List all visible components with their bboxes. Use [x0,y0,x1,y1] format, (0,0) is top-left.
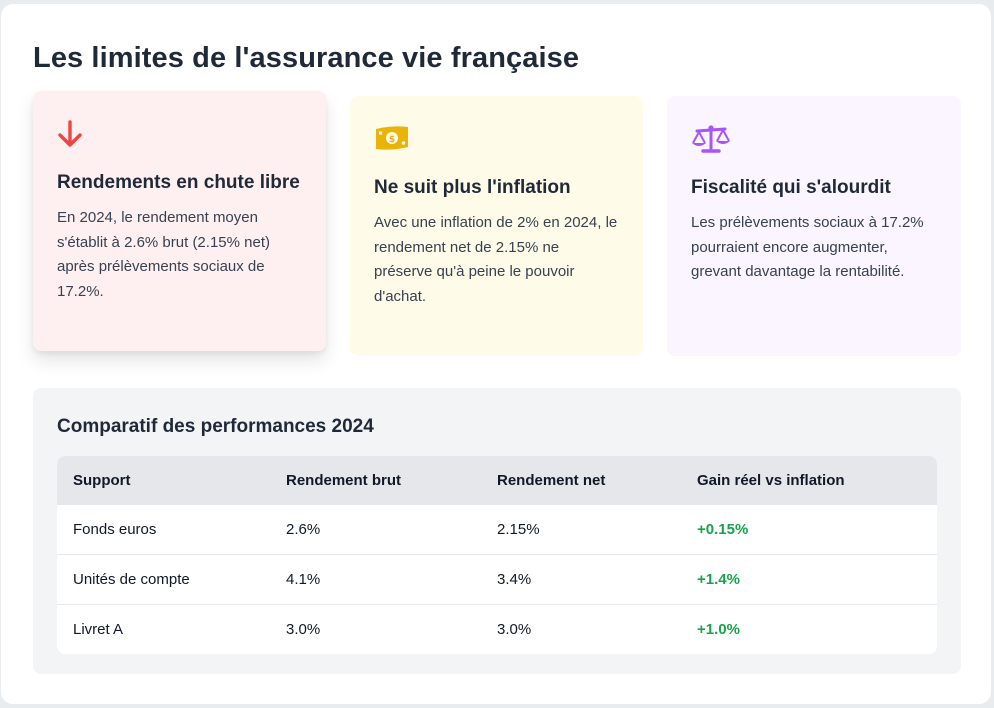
column-header-support: Support [73,471,131,489]
cell-gain: +0.15% [697,521,749,538]
comparatif-title: Comparatif des performances 2024 [57,416,374,437]
table-header-row: Support Rendement brut Rendement net Gai… [57,456,937,504]
card-title: Ne suit plus l'inflation [374,177,571,198]
cell-support: Fonds euros [73,521,157,538]
card-inflation: $ Ne suit plus l'inflation Avec une infl… [350,96,643,356]
card-title: Fiscalité qui s'alourdit [691,177,891,198]
svg-text:$: $ [389,135,395,145]
table-row: Livret A 3.0% 3.0% +1.0% [57,604,937,654]
card-title: Rendements en chute libre [57,172,300,193]
cell-gain: +1.0% [697,621,740,638]
cell-brut: 3.0% [286,621,321,638]
cell-brut: 4.1% [286,571,321,588]
column-header-brut: Rendement brut [286,471,402,489]
cell-gain: +1.4% [697,571,740,588]
page-container: Les limites de l'assurance vie française… [1,4,991,704]
cell-support: Livret A [73,621,124,638]
performance-table: Support Rendement brut Rendement net Gai… [57,456,937,654]
page-title: Les limites de l'assurance vie française [33,42,580,74]
comparatif-section: Comparatif des performances 2024 Support… [33,388,961,674]
card-fiscalite: Fiscalité qui s'alourdit Les prélèvement… [667,96,961,356]
card-text: Avec une inflation de 2% en 2024, le ren… [374,214,618,305]
card-rendements: Rendements en chute libre En 2024, le re… [33,91,326,351]
cell-brut: 2.6% [286,521,321,538]
cell-net: 2.15% [497,521,540,538]
column-header-net: Rendement net [497,471,606,489]
table-row: Unités de compte 4.1% 3.4% +1.4% [57,554,937,604]
card-text: En 2024, le rendement moyen s'établit à … [57,209,270,300]
arrow-down-icon [57,119,302,151]
balance-scale-icon [691,124,937,156]
card-text: Les prélèvements sociaux à 17.2% pourrai… [691,214,924,280]
money-bill-icon: $ [374,124,619,156]
column-header-gain: Gain réel vs inflation [697,471,845,489]
cell-net: 3.0% [497,621,532,638]
cell-net: 3.4% [497,571,532,588]
cell-support: Unités de compte [73,571,190,588]
table-row: Fonds euros 2.6% 2.15% +0.15% [57,504,937,554]
